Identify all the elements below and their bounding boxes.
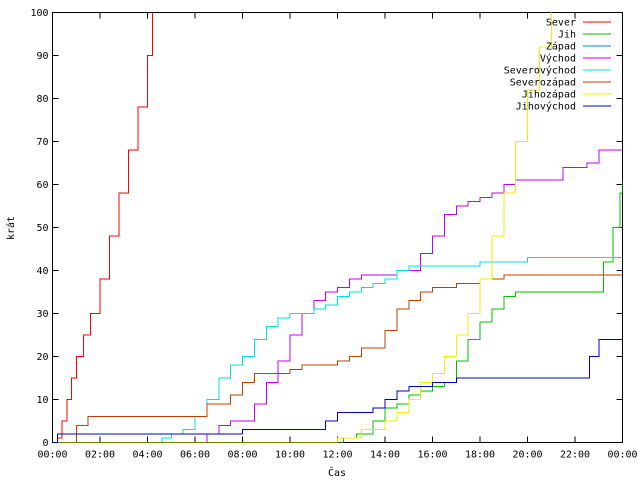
legend-label: Severovýchod <box>504 65 576 77</box>
x-axis-title: Čas <box>328 466 346 479</box>
legend-label: Západ <box>546 41 576 53</box>
series-line-8 <box>52 338 623 443</box>
x-tick-label: 04:00 <box>132 450 162 461</box>
y-tick-label: 30 <box>36 309 48 320</box>
x-tick-label: 18:00 <box>465 450 495 461</box>
y-tick-label: 20 <box>36 352 48 363</box>
x-tick-label: 08:00 <box>227 450 257 461</box>
legend-label: Jihovýchod <box>516 101 576 113</box>
series-line-6 <box>52 274 623 443</box>
y-tick-label: 40 <box>36 266 48 277</box>
y-tick-label: 50 <box>36 223 48 234</box>
y-tick-label: 10 <box>36 395 48 406</box>
y-tick-label: 70 <box>36 137 48 148</box>
y-tick-label: 60 <box>36 180 48 191</box>
legend-label: Východ <box>540 53 576 65</box>
legend-label: Jih <box>558 30 576 41</box>
series-line-7 <box>52 12 552 443</box>
x-tick-label: 16:00 <box>417 450 447 461</box>
legend-label: Severozápad <box>510 77 576 89</box>
x-tick-label: 14:00 <box>370 450 400 461</box>
legend-label: Jihozápad <box>522 89 576 101</box>
series-line-2 <box>52 180 623 443</box>
x-tick-label: 00:00 <box>37 450 67 461</box>
x-tick-label: 12:00 <box>322 450 352 461</box>
x-tick-label: 22:00 <box>560 450 590 461</box>
x-tick-label: 06:00 <box>180 450 210 461</box>
y-tick-label: 100 <box>30 8 48 19</box>
axis-ticks: 0 10 20 30 40 50 60 70 80 90 100 00:00 02:00 04:00 06:… <box>30 8 637 461</box>
y-tick-label: 0 <box>42 438 48 449</box>
legend: SeverJihZápadVýchodSeverovýchodSeverozáp… <box>504 18 611 113</box>
x-tick-label: 10:00 <box>275 450 305 461</box>
series-line-1 <box>52 12 153 443</box>
x-tick-label: 20:00 <box>512 450 542 461</box>
legend-label: Sever <box>546 18 576 29</box>
x-tick-label: 00:00 <box>607 450 637 461</box>
x-tick-label: 02:00 <box>85 450 115 461</box>
y-axis-title: krát <box>5 216 17 240</box>
y-tick-label: 80 <box>36 94 48 105</box>
series-group <box>52 12 623 443</box>
y-tick-label: 90 <box>36 51 48 62</box>
